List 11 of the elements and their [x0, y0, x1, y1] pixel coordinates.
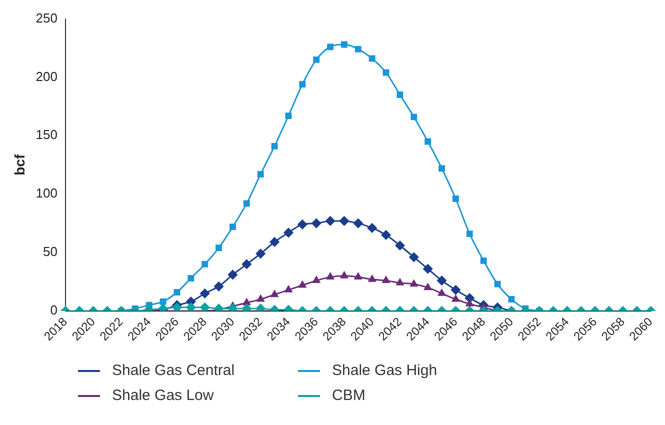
- y-axis-title: bcf: [11, 154, 28, 176]
- y-tick-label: 100: [36, 186, 58, 201]
- y-tick-label: 0: [50, 302, 58, 318]
- legend-label: Shale Gas Low: [112, 387, 214, 404]
- y-tick-label: 50: [43, 244, 58, 260]
- y-tick-label: 200: [36, 68, 58, 84]
- y-tick-label: 150: [36, 127, 58, 142]
- y-tick-label: 250: [36, 10, 58, 26]
- legend-label: CBM: [332, 387, 366, 404]
- legend-label: Shale Gas Central: [112, 362, 235, 379]
- legend-label: Shale Gas High: [332, 362, 438, 379]
